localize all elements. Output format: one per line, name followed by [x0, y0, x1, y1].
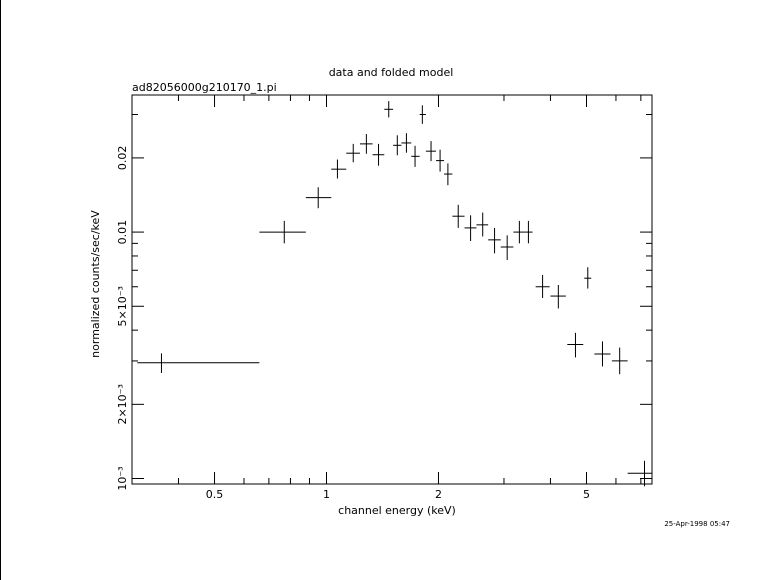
data-point — [452, 204, 465, 228]
data-point — [359, 134, 373, 154]
data-point — [627, 460, 652, 487]
data-point — [393, 135, 402, 156]
data-point — [584, 267, 592, 289]
x-axis-label: channel energy (keV) — [338, 504, 456, 517]
x-tick-label: 0.5 — [206, 488, 224, 501]
data-points — [137, 101, 652, 487]
y-axis-ticks: 10⁻³ 2×10⁻³ 5×10⁻³ 0.01 0.02 — [116, 114, 652, 491]
x-tick-label: 5 — [583, 488, 590, 501]
data-point — [524, 220, 533, 244]
data-point — [331, 159, 347, 179]
data-point — [476, 212, 489, 237]
y-tick-label: 2×10⁻³ — [116, 384, 129, 424]
data-point — [535, 274, 550, 299]
data-point — [464, 215, 477, 242]
data-point — [436, 149, 445, 172]
x-axis-ticks: 0.5 1 2 5 — [131, 95, 642, 501]
data-point — [372, 143, 385, 166]
data-point — [305, 187, 332, 209]
data-point — [550, 284, 566, 309]
y-tick-label: 0.01 — [116, 220, 129, 245]
y-tick-label: 0.02 — [116, 146, 129, 171]
data-point — [500, 235, 514, 261]
data-point — [567, 332, 584, 358]
data-point — [384, 101, 394, 118]
data-point — [259, 220, 306, 244]
data-point — [419, 105, 426, 124]
chart-title: data and folded model — [329, 66, 454, 79]
x-tick-label: 2 — [435, 488, 442, 501]
data-point — [594, 341, 611, 367]
y-tick-label: 5×10⁻³ — [116, 286, 129, 326]
y-axis-label: normalized counts/sec/keV — [89, 210, 102, 358]
data-point — [444, 163, 453, 186]
x-tick-label: 1 — [323, 488, 330, 501]
data-point — [513, 220, 525, 244]
timestamp: 25-Apr-1998 05:47 — [664, 520, 730, 528]
data-point — [401, 133, 412, 153]
y-tick-label: 10⁻³ — [116, 466, 129, 490]
data-point — [137, 353, 260, 374]
plot-frame — [131, 94, 653, 485]
data-point — [425, 141, 437, 162]
data-point — [611, 347, 628, 375]
data-point — [488, 227, 501, 254]
data-point — [411, 145, 420, 167]
data-point — [346, 143, 360, 163]
chart-subtitle: ad82056000g210170_1.pi — [132, 81, 277, 94]
